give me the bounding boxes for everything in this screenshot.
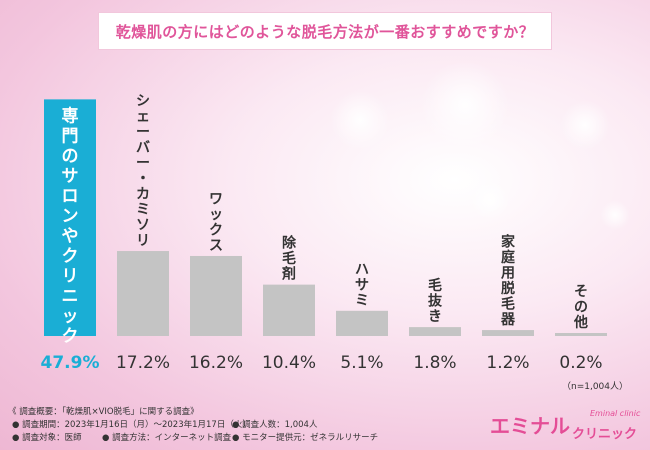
value-label: 0.2% [559,353,602,373]
bar [44,99,96,337]
logo-main: エミナル [490,414,570,438]
bar [555,333,607,336]
category-label: 家庭用脱毛器 [500,234,516,328]
value-label: 10.4% [262,353,316,373]
logo-english: Eminal clinic [590,409,641,418]
bar [117,251,169,336]
sparkle [600,200,630,230]
survey-target-text: 調査対象：医師 [22,433,82,443]
value-label: 1.8% [413,353,456,373]
chart-title: 乾燥肌の方にはどのような脱毛方法が一番おすすめですか？ [98,12,552,50]
bar [263,284,315,336]
survey-period: ● 調査期間：2023年1月16日（月）～2023年1月17日（火） [12,420,251,430]
bar [190,255,242,336]
category-label: 除毛剤 [281,235,297,283]
sparkle [560,100,610,150]
survey-count: ● 調査人数：1,004人 [232,420,318,430]
sample-size-label: （n=1,004人） [562,381,628,392]
sparkle [420,60,510,150]
value-label: 47.9% [41,353,100,373]
sparkle [330,90,390,150]
survey-method-text: 調査方法：インターネット調査 [112,433,232,443]
value-label: 1.2% [486,353,529,373]
value-label: 5.1% [340,353,383,373]
category-label: その他 [573,284,588,331]
category-label: シェーバー・カミソリ [136,94,150,250]
survey-overview-header: 《 調査概要：「乾燥肌×VIO脱毛」に関する調査》 [8,407,199,417]
value-label: 16.2% [189,353,243,373]
category-label: 毛抜き [428,277,443,325]
logo-sub: クリニック [572,427,638,442]
sparkle [470,180,510,220]
category-label: ワックス [209,191,223,254]
value-label: 17.2% [116,353,170,373]
survey-count-text: 調査人数：1,004人 [242,420,318,430]
bar [482,330,534,336]
survey-period-text: 調査期間：2023年1月16日（月）～2023年1月17日（火） [22,420,251,430]
category-label: 専門のサロンやクリニック [62,106,79,346]
bar [336,310,388,336]
survey-provider-text: モニター提供元：ゼネラルリサーチ [242,433,379,443]
survey-method: ● 調査方法：インターネット調査 [102,433,232,443]
survey-provider: ● モニター提供元：ゼネラルリサーチ [232,433,379,443]
category-label: ハサミ [355,262,369,309]
bar [409,327,461,336]
survey-target: ● 調査対象：医師 [12,433,82,443]
